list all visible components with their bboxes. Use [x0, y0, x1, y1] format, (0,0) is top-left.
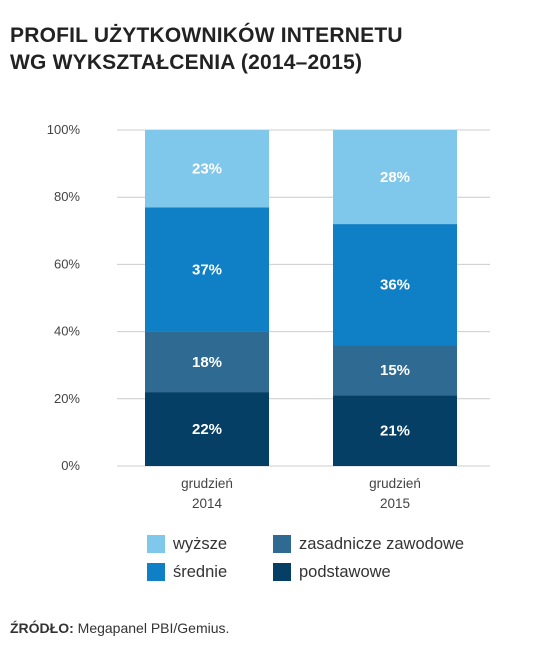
- y-tick-label-60: 60%: [54, 256, 80, 271]
- data-label-zasadnicze-2015: 15%: [380, 362, 410, 379]
- legend-label-srednie: średnie: [173, 562, 228, 581]
- bar-segment-zasadnicze-2015: [333, 345, 457, 396]
- bar-segment-podstawowe-2014: [145, 392, 269, 466]
- y-axis-tick-labels: 0% 20% 40% 60% 80% 100%: [47, 122, 81, 473]
- legend-label-podstawowe: podstawowe: [299, 562, 391, 581]
- chart-title-line-1: PROFIL UŻYTKOWNIKÓW INTERNETU: [10, 24, 403, 47]
- bar-segment-zasadnicze-2014: [145, 331, 269, 393]
- bars: [145, 130, 457, 466]
- data-label-podstawowe-2014: 22%: [192, 421, 222, 438]
- category-label-line1-2015: grudzień: [369, 476, 421, 491]
- legend: wyższe zasadnicze zawodowe średnie podst…: [147, 532, 527, 592]
- chart-title: PROFIL UŻYTKOWNIKÓW INTERNETU WG WYKSZTA…: [10, 22, 510, 76]
- y-tick-label-40: 40%: [54, 324, 80, 339]
- legend-item-wyzsze: wyższe: [147, 534, 227, 554]
- legend-item-zasadnicze: zasadnicze zawodowe: [273, 534, 464, 554]
- y-tick-label-100: 100%: [47, 122, 81, 137]
- stacked-bar-chart: 0% 20% 40% 60% 80% 100% 22% 18% 37% 23% 21% 15% 36%…: [47, 122, 490, 511]
- y-tick-label-20: 20%: [54, 391, 80, 406]
- x-axis-category-labels: grudzień 2014 grudzień 2015: [181, 476, 421, 511]
- legend-label-wyzsze: wyższe: [173, 534, 228, 553]
- legend-swatch-zasadnicze: [273, 535, 291, 553]
- bar-segment-srednie-2014: [145, 207, 269, 332]
- chart-title-line-2: WG WYKSZTAŁCENIA (2014–2015): [10, 51, 363, 74]
- source-prefix: ŹRÓDŁO:: [10, 620, 74, 636]
- category-label-line2-2014: 2014: [192, 496, 223, 511]
- bar-segment-podstawowe-2015: [333, 395, 457, 466]
- data-label-srednie-2014: 37%: [192, 261, 222, 278]
- category-label-line1-2014: grudzień: [181, 476, 233, 491]
- y-tick-label-80: 80%: [54, 189, 80, 204]
- legend-item-srednie: średnie: [147, 562, 227, 582]
- data-label-srednie-2015: 36%: [380, 277, 410, 294]
- legend-swatch-srednie: [147, 563, 165, 581]
- data-label-wyzsze-2015: 28%: [380, 169, 410, 186]
- legend-item-podstawowe: podstawowe: [273, 562, 391, 582]
- bar-segment-wyzsze-2015: [333, 130, 457, 225]
- bar-segment-wyzsze-2014: [145, 130, 269, 208]
- data-label-zasadnicze-2014: 18%: [192, 354, 222, 371]
- data-label-wyzsze-2014: 23%: [192, 161, 222, 178]
- data-labels: 22% 18% 37% 23% 21% 15% 36% 28%: [192, 161, 410, 440]
- data-label-podstawowe-2015: 21%: [380, 423, 410, 440]
- y-tick-label-0: 0%: [61, 458, 80, 473]
- legend-swatch-podstawowe: [273, 563, 291, 581]
- category-label-line2-2015: 2015: [380, 496, 410, 511]
- legend-swatch-wyzsze: [147, 535, 165, 553]
- legend-label-zasadnicze: zasadnicze zawodowe: [299, 534, 465, 553]
- source-note: ŹRÓDŁO: Megapanel PBI/Gemius.: [10, 620, 229, 636]
- bar-segment-srednie-2015: [333, 224, 457, 346]
- source-text: Megapanel PBI/Gemius.: [73, 620, 230, 636]
